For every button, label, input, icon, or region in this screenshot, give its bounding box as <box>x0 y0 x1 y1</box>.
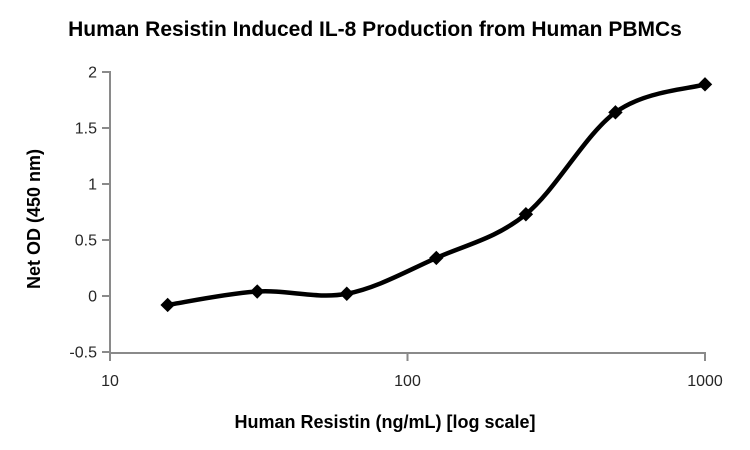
y-tick-label: 0 <box>88 289 97 306</box>
x-tick-label: 10 <box>101 373 119 390</box>
data-point-marker <box>339 286 354 301</box>
data-point-marker <box>429 250 444 266</box>
data-point-marker <box>160 297 175 313</box>
series-line <box>165 82 708 308</box>
chart-title: Human Resistin Induced IL-8 Production f… <box>68 18 682 41</box>
y-tick-label: 2 <box>88 65 97 82</box>
data-point-marker <box>608 105 623 120</box>
y-tick-label: -0.5 <box>69 345 97 362</box>
data-point-marker <box>697 77 713 92</box>
x-tick-label: 1000 <box>687 373 723 390</box>
y-axis-label: Net OD (450 nm) <box>24 148 44 290</box>
y-tick-label: 1.5 <box>75 121 97 138</box>
x-tick-label: 100 <box>394 373 421 390</box>
data-point-marker <box>518 207 534 222</box>
data-point-marker <box>250 284 265 299</box>
y-tick-label: 0.5 <box>75 233 97 250</box>
y-tick-label: 1 <box>88 177 97 194</box>
x-axis-label: Human Resistin (ng/mL) [log scale] <box>234 412 536 432</box>
